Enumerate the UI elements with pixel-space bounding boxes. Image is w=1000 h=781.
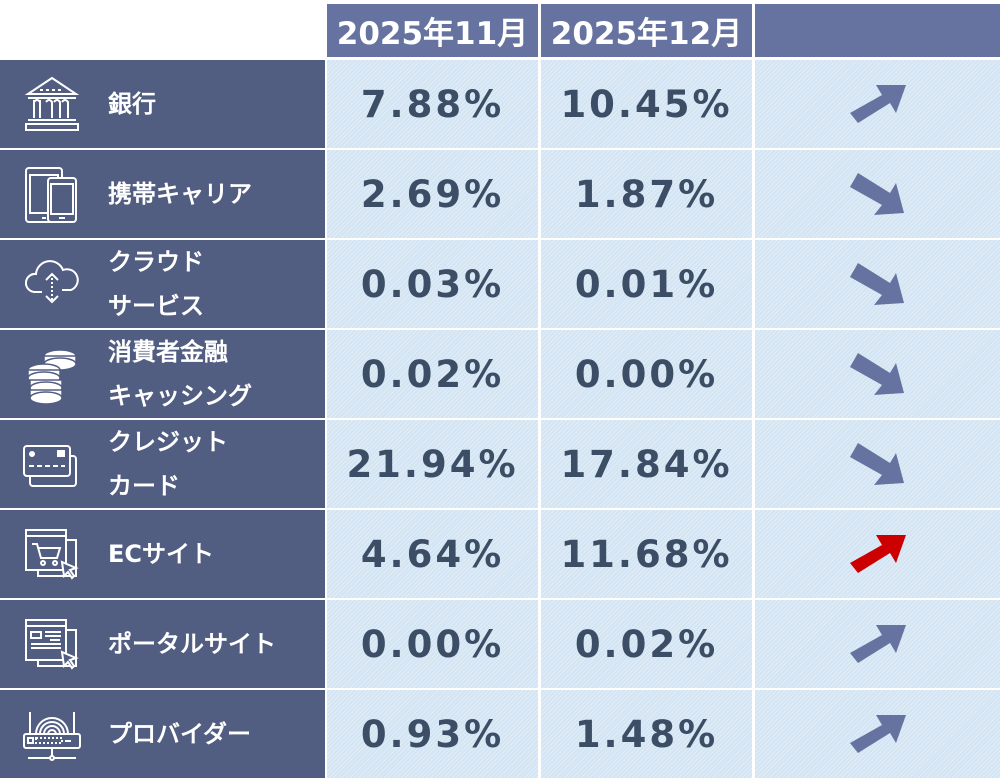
category-label-cell: 携帯キャリア	[0, 150, 325, 238]
trend-down-arrow-icon	[849, 263, 904, 305]
category-name-line2: キャッシング	[108, 382, 252, 410]
value-dec-cell: 10.45%	[541, 60, 752, 148]
value-dec-cell: 11.68%	[541, 510, 752, 598]
trend-cell	[755, 240, 1000, 328]
category-name-line1: 消費者金融	[108, 338, 228, 366]
category-name-line2: サービス	[108, 292, 204, 320]
category-name-line1: ポータルサイト	[108, 630, 276, 658]
category-name-line1: プロバイダー	[108, 720, 252, 748]
value-nov-cell: 0.93%	[327, 690, 538, 778]
trend-cell	[755, 420, 1000, 508]
value-nov-cell: 0.02%	[327, 330, 538, 418]
table-row: ポータルサイト 0.00% 0.02%	[0, 600, 1000, 688]
header-nov-2025: 2025年11月	[327, 4, 538, 57]
trend-cell	[755, 600, 1000, 688]
trend-up-arrow-icon	[849, 715, 906, 753]
category-label-cell: プロバイダー	[0, 690, 325, 778]
category-name-line2: カード	[108, 472, 180, 500]
table-row: 銀行 7.88% 10.45%	[0, 60, 1000, 148]
trend-down-arrow-icon	[849, 443, 904, 485]
trend-down-arrow-icon	[849, 173, 904, 215]
category-label-cell: ECサイト	[0, 510, 325, 598]
trend-cell	[755, 510, 1000, 598]
table-row: 消費者金融 キャッシング 0.02% 0.00%	[0, 330, 1000, 418]
coin-stack-icon	[20, 342, 84, 406]
mobile-devices-icon	[20, 162, 84, 226]
value-dec-cell: 1.48%	[541, 690, 752, 778]
category-label-cell: ポータルサイト	[0, 600, 325, 688]
trend-cell	[755, 690, 1000, 778]
table-row: プロバイダー 0.93% 1.48%	[0, 690, 1000, 778]
trend-cell	[755, 150, 1000, 238]
category-name-line1: クラウド	[108, 248, 204, 276]
portal-window-icon	[20, 612, 84, 676]
trend-down-arrow-icon	[849, 353, 904, 395]
value-dec-cell: 17.84%	[541, 420, 752, 508]
credit-card-icon	[20, 432, 84, 496]
trend-cell	[755, 60, 1000, 148]
category-name-line1: ECサイト	[108, 540, 215, 568]
value-dec-cell: 1.87%	[541, 150, 752, 238]
value-dec-cell: 0.00%	[541, 330, 752, 418]
shopping-cart-window-icon	[20, 522, 84, 586]
category-label-cell: クレジット カード	[0, 420, 325, 508]
category-label-cell: クラウド サービス	[0, 240, 325, 328]
value-dec-cell: 0.01%	[541, 240, 752, 328]
trend-cell	[755, 330, 1000, 418]
value-nov-cell: 21.94%	[327, 420, 538, 508]
trend-up-arrow-icon	[849, 85, 906, 123]
router-icon	[20, 702, 84, 766]
table-row: クレジット カード 21.94% 17.84%	[0, 420, 1000, 508]
category-label-cell: 消費者金融 キャッシング	[0, 330, 325, 418]
value-nov-cell: 2.69%	[327, 150, 538, 238]
table-row: ECサイト 4.64% 11.68%	[0, 510, 1000, 598]
category-label-cell: 銀行	[0, 60, 325, 148]
value-nov-cell: 0.00%	[327, 600, 538, 688]
value-dec-cell: 0.02%	[541, 600, 752, 688]
category-name-line1: 携帯キャリア	[108, 180, 252, 208]
header-trend	[755, 4, 1000, 57]
table-row: クラウド サービス 0.03% 0.01%	[0, 240, 1000, 328]
header-dec-2025: 2025年12月	[541, 4, 752, 57]
value-nov-cell: 0.03%	[327, 240, 538, 328]
bank-icon	[20, 72, 84, 136]
trend-up-arrow-icon	[849, 535, 906, 573]
trend-up-arrow-icon	[849, 625, 906, 663]
category-name-line1: 銀行	[108, 90, 156, 118]
cloud-sync-icon	[20, 252, 84, 316]
category-name-line1: クレジット	[108, 428, 228, 456]
value-nov-cell: 7.88%	[327, 60, 538, 148]
table-row: 携帯キャリア 2.69% 1.87%	[0, 150, 1000, 238]
value-nov-cell: 4.64%	[327, 510, 538, 598]
